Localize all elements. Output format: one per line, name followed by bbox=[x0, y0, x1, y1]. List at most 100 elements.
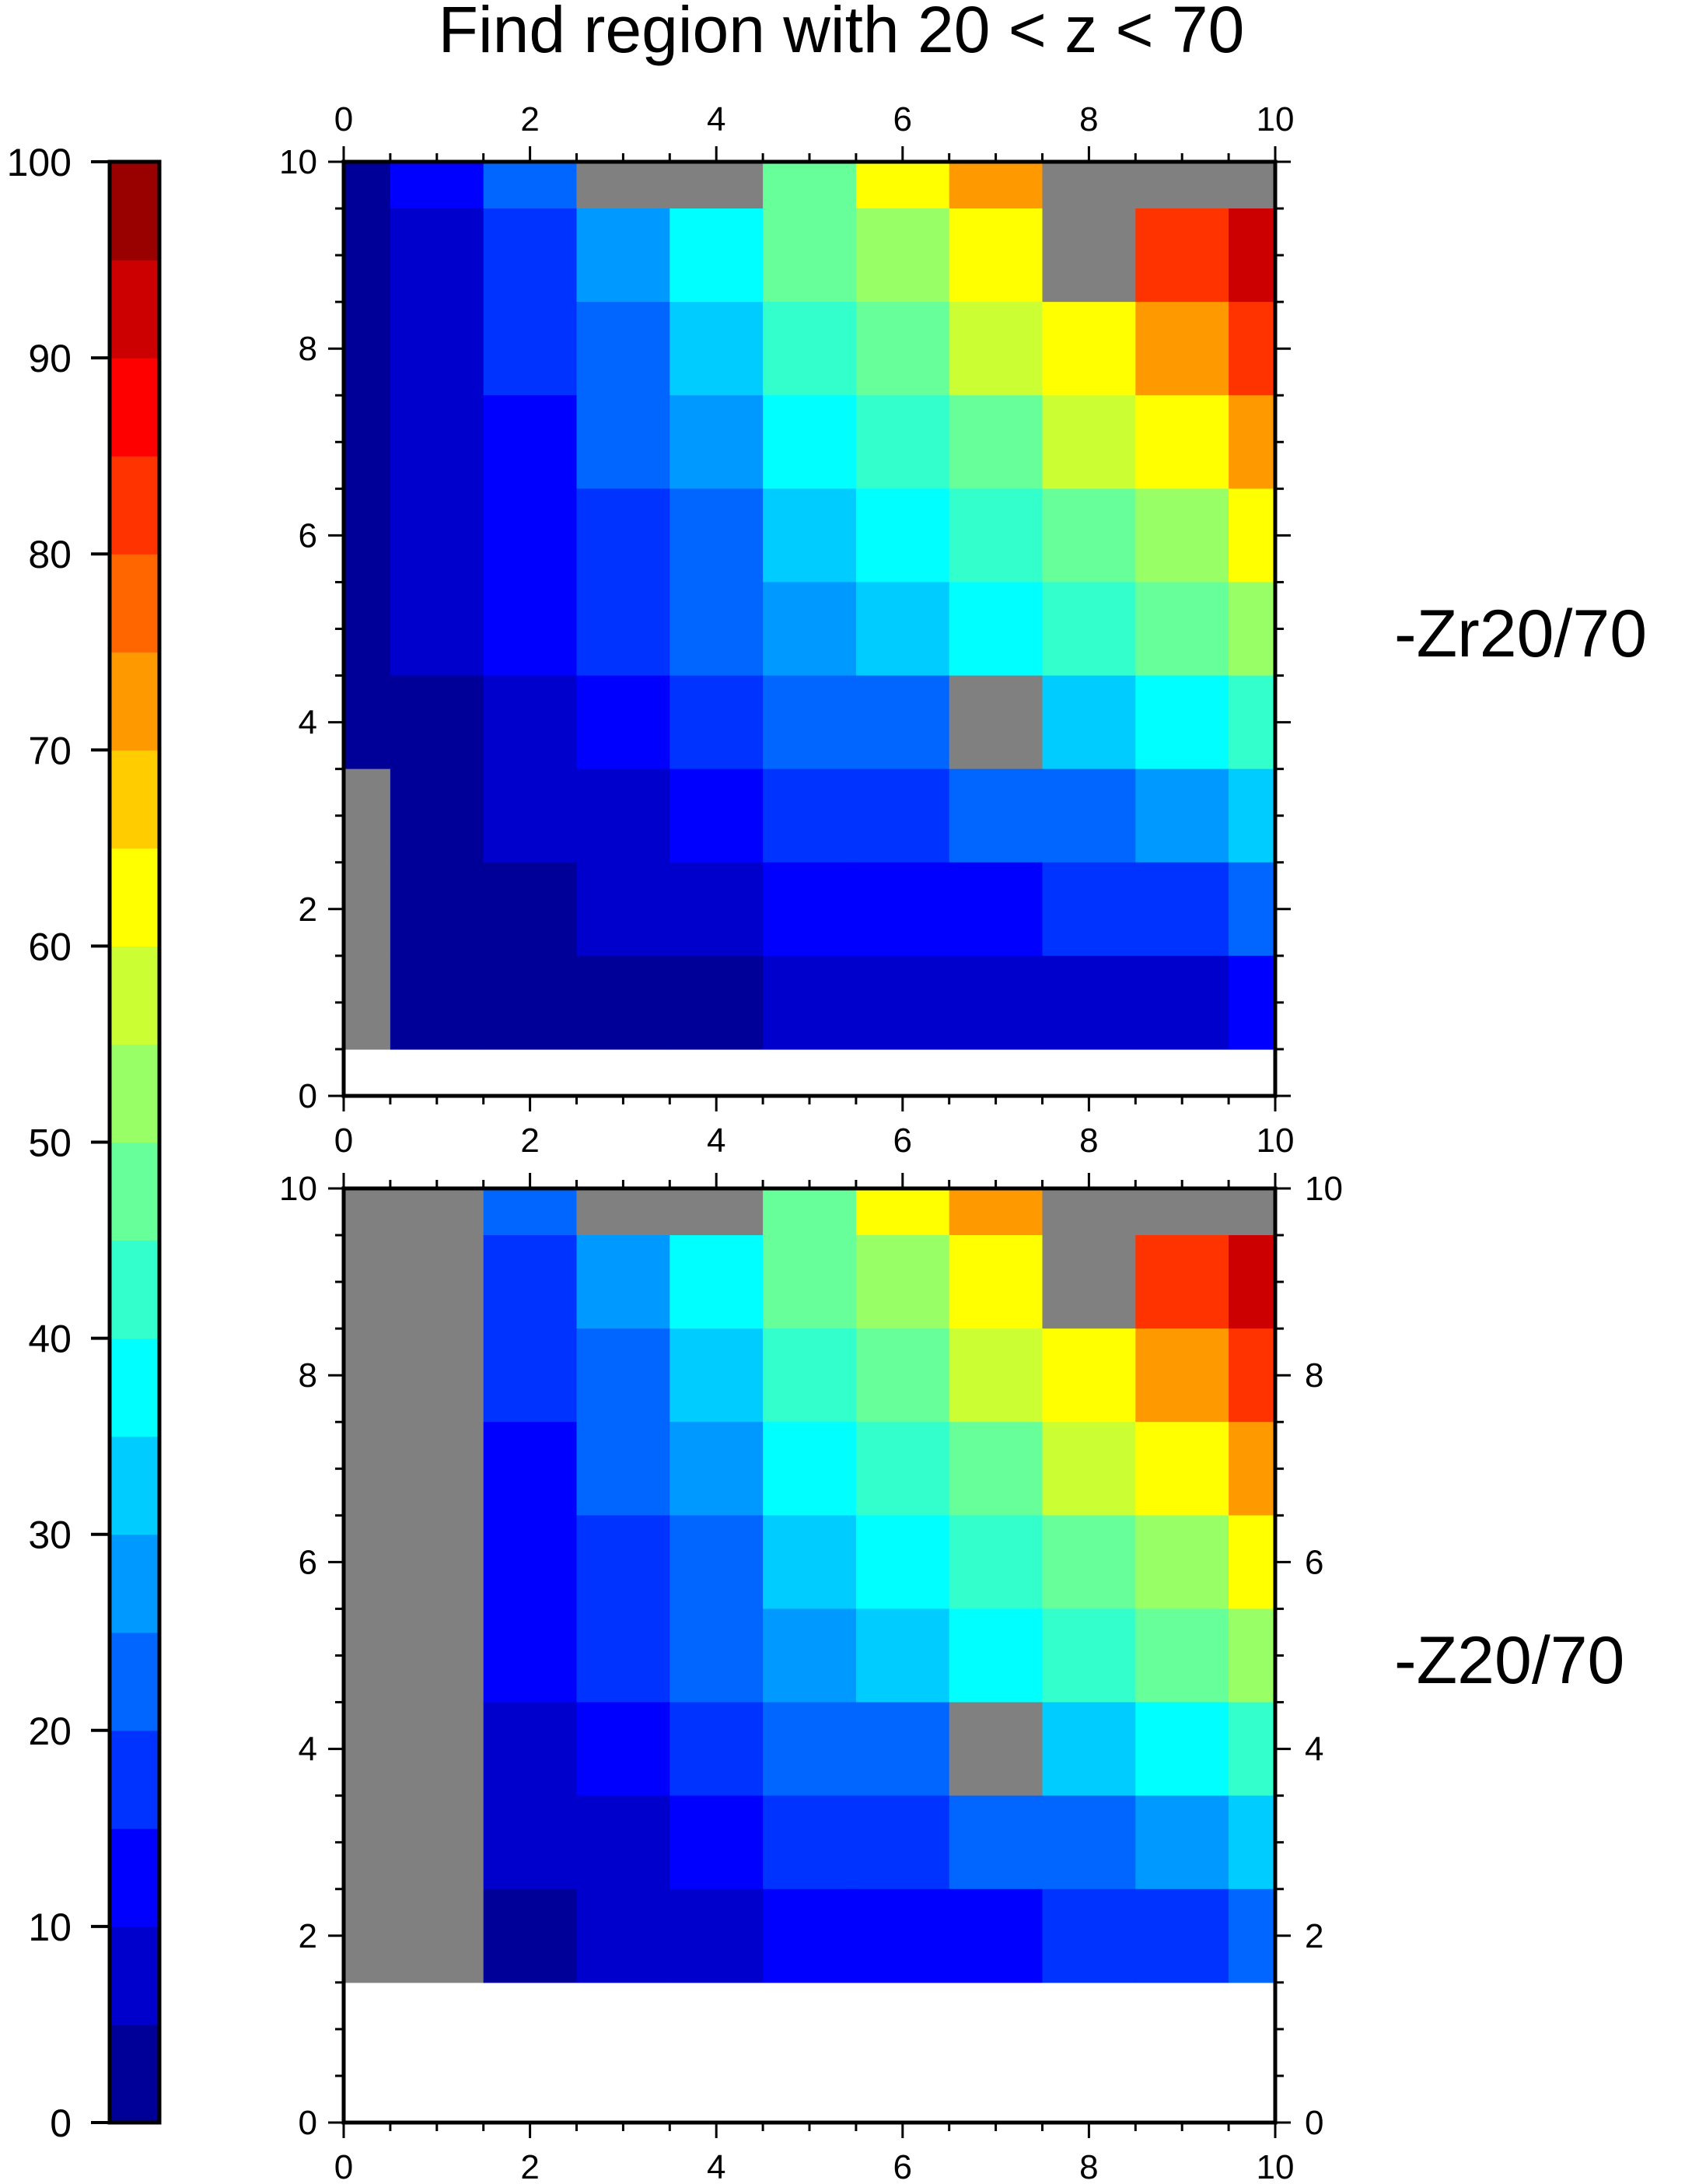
heatmap-cell bbox=[390, 302, 484, 396]
heatmap-cell bbox=[1135, 675, 1229, 770]
heatmap-cell bbox=[1135, 1795, 1229, 1890]
heatmap-cell bbox=[1135, 768, 1229, 863]
heatmap-cell bbox=[763, 1888, 857, 1983]
heatmap-cell bbox=[949, 1608, 1044, 1703]
heatmap-cell bbox=[669, 768, 764, 863]
y-tick-label: 2 bbox=[299, 1917, 317, 1955]
nan-cell bbox=[390, 1888, 484, 1983]
heatmap-cell bbox=[483, 768, 578, 863]
colorbar-swatch bbox=[110, 652, 159, 751]
heatmap-cell bbox=[576, 1888, 670, 1983]
heatmap-cell bbox=[949, 1888, 1044, 1983]
heatmap-cell bbox=[483, 1422, 578, 1516]
heatmap-cell bbox=[669, 1608, 764, 1703]
nan-cell bbox=[1042, 1235, 1136, 1329]
y-tick-label-right: 0 bbox=[1305, 2104, 1323, 2142]
colorbar-tick-label: 20 bbox=[28, 1710, 72, 1753]
nan-cell bbox=[344, 1795, 391, 1890]
heatmap-cell bbox=[483, 862, 578, 957]
heatmap-cell bbox=[1229, 1328, 1276, 1423]
panel-label-bottom: -Z20/70 bbox=[1394, 1623, 1624, 1698]
heatmap-cell bbox=[1042, 1515, 1136, 1610]
heatmap-cell bbox=[949, 1188, 1044, 1236]
heatmap-cell bbox=[1135, 1888, 1229, 1983]
heatmap-cell bbox=[576, 675, 670, 770]
heatmap-cell bbox=[576, 1702, 670, 1797]
nan-cell bbox=[390, 1608, 484, 1703]
colorbar-tick-label: 80 bbox=[28, 533, 72, 576]
heatmap-cell bbox=[344, 675, 391, 770]
heatmap-cell bbox=[483, 1188, 578, 1236]
heatmap-cell bbox=[1135, 302, 1229, 396]
nan-cell bbox=[1229, 162, 1276, 209]
nan-cell bbox=[344, 1422, 391, 1516]
heatmap-cell bbox=[669, 1422, 764, 1516]
heatmap-cell bbox=[763, 1422, 857, 1516]
heatmap-cell bbox=[1135, 1702, 1229, 1797]
heatmap-cell bbox=[1229, 1515, 1276, 1610]
heatmap-cell bbox=[1042, 1795, 1136, 1890]
heatmap-cell bbox=[855, 208, 950, 303]
heatmap-cell bbox=[763, 208, 857, 303]
panel-label-top: -Zr20/70 bbox=[1394, 597, 1647, 671]
heatmap-cell bbox=[344, 208, 391, 303]
heatmap-cell bbox=[763, 162, 857, 209]
heatmap-cell bbox=[763, 582, 857, 677]
x-tick-label-top: 2 bbox=[520, 100, 539, 138]
heatmap-cell bbox=[949, 1235, 1044, 1329]
heatmap-cell bbox=[1135, 208, 1229, 303]
x-tick-label-top: 10 bbox=[1257, 100, 1295, 138]
heatmap-cell bbox=[855, 582, 950, 677]
nan-cell bbox=[949, 1702, 1044, 1797]
heatmap-cell bbox=[390, 162, 484, 209]
x-tick-label: 6 bbox=[893, 1122, 912, 1160]
heatmap-cell bbox=[483, 1515, 578, 1610]
heatmap-cell bbox=[576, 395, 670, 489]
heatmap-cell bbox=[949, 1422, 1044, 1516]
nan-cell bbox=[390, 1235, 484, 1329]
heatmap-cell bbox=[669, 955, 764, 1050]
heatmap-cell bbox=[855, 1608, 950, 1703]
x-tick-label-top: 6 bbox=[893, 100, 912, 138]
nan-cell bbox=[390, 1422, 484, 1516]
heatmap-cell bbox=[949, 862, 1044, 957]
colorbar-swatch bbox=[110, 162, 159, 261]
heatmap-cell bbox=[1042, 1702, 1136, 1797]
colorbar: 0 10 20 30 40 50 60 70 80 90 100 bbox=[7, 141, 162, 2145]
heatmap-cell bbox=[344, 395, 391, 489]
heatmap-cell bbox=[763, 395, 857, 489]
colorbar-swatch bbox=[110, 1338, 159, 1437]
heatmap-cell bbox=[1229, 302, 1276, 396]
heatmap-cell bbox=[949, 582, 1044, 677]
heatmap-cell bbox=[1042, 582, 1136, 677]
heatmap-cell bbox=[344, 162, 391, 209]
heatmap-cell bbox=[763, 1795, 857, 1890]
heatmap-cell bbox=[669, 1888, 764, 1983]
heatmap-cell bbox=[763, 768, 857, 863]
heatmap-cell bbox=[669, 1795, 764, 1890]
x-tick-label: 8 bbox=[1079, 2148, 1098, 2184]
heatmap-cell bbox=[855, 1328, 950, 1423]
heatmap-cell bbox=[1042, 955, 1136, 1050]
heatmap-cell bbox=[669, 302, 764, 396]
heatmap-cell bbox=[1229, 675, 1276, 770]
colorbar-swatch bbox=[110, 358, 159, 457]
y-tick-label: 0 bbox=[299, 2104, 317, 2142]
heatmap-cell bbox=[1042, 302, 1136, 396]
colorbar-swatch bbox=[110, 848, 159, 947]
heatmap-cell bbox=[483, 488, 578, 583]
nan-cell bbox=[344, 1188, 391, 1236]
colorbar-tick-label: 10 bbox=[28, 1906, 72, 1949]
heatmap-cell bbox=[669, 1328, 764, 1423]
colorbar-tick-label: 60 bbox=[28, 925, 72, 968]
heatmap-cell bbox=[1229, 1235, 1276, 1329]
heatmap-cell bbox=[483, 208, 578, 303]
colorbar-swatch bbox=[110, 2024, 159, 2123]
nan-cell bbox=[390, 1328, 484, 1423]
nan-cell bbox=[344, 1328, 391, 1423]
colorbar-tick-label: 0 bbox=[50, 2102, 72, 2145]
heatmap-cell bbox=[1042, 1328, 1136, 1423]
colorbar-swatch bbox=[110, 1240, 159, 1339]
nan-cell bbox=[390, 1515, 484, 1610]
y-tick-label: 10 bbox=[279, 143, 317, 181]
